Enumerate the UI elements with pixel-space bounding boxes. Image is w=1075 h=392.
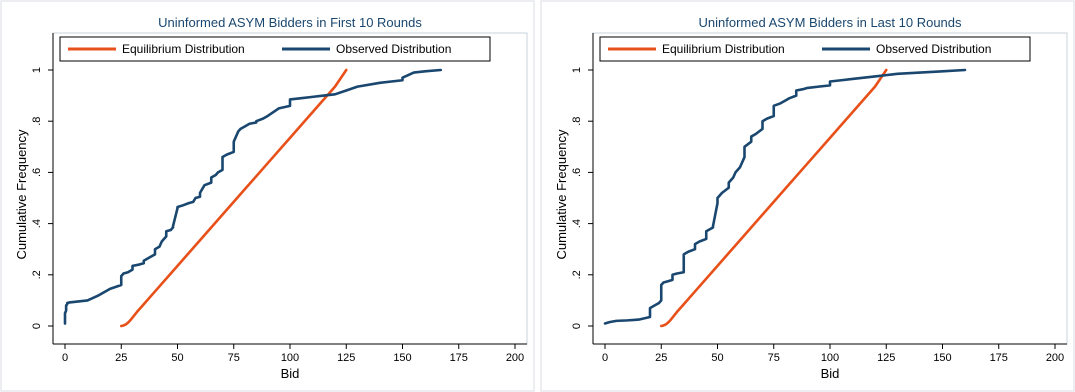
series-line-observed xyxy=(603,68,967,325)
y-tick-label: 1 xyxy=(571,67,583,73)
x-tick-label: 75 xyxy=(768,352,780,364)
y-tick-label: 1 xyxy=(31,67,43,73)
x-tick-label: 0 xyxy=(62,352,68,364)
x-tick-label: 125 xyxy=(877,352,895,364)
chart-panel-last-10-rounds: Uninformed ASYM Bidders in Last 10 Round… xyxy=(540,0,1075,392)
x-tick-label: 100 xyxy=(821,352,839,364)
legend-label-observed: Observed Distribution xyxy=(876,42,991,56)
x-tick-label: 50 xyxy=(711,352,723,364)
series-line-observed xyxy=(63,68,443,325)
chart-title: Uninformed ASYM Bidders in Last 10 Round… xyxy=(698,15,962,30)
legend-label-equilibrium: Equilibrium Distribution xyxy=(122,42,245,56)
y-tick-label: .8 xyxy=(31,117,43,126)
y-tick-label: 0 xyxy=(31,323,43,329)
y-axis-label: Cumulative Frequency xyxy=(14,129,29,260)
legend-box xyxy=(599,36,1031,62)
y-tick-label: .4 xyxy=(571,219,583,228)
x-tick-label: 125 xyxy=(337,352,355,364)
plot-area xyxy=(592,32,1068,345)
legend-box xyxy=(59,36,491,62)
x-tick-label: 50 xyxy=(171,352,183,364)
x-tick-label: 25 xyxy=(655,352,667,364)
chart-svg: Uninformed ASYM Bidders in Last 10 Round… xyxy=(540,0,1075,392)
y-tick-label: .6 xyxy=(31,168,43,177)
chart-title: Uninformed ASYM Bidders in First 10 Roun… xyxy=(158,15,422,30)
panel-divider xyxy=(535,0,540,392)
x-axis-label: Bid xyxy=(821,366,840,381)
plot-area xyxy=(52,32,528,345)
chart-panel-first-10-rounds: Uninformed ASYM Bidders in First 10 Roun… xyxy=(0,0,535,392)
x-tick-label: 200 xyxy=(506,352,524,364)
x-tick-label: 100 xyxy=(281,352,299,364)
x-tick-label: 25 xyxy=(115,352,127,364)
x-tick-label: 175 xyxy=(450,352,468,364)
y-tick-label: .6 xyxy=(571,168,583,177)
legend-label-equilibrium: Equilibrium Distribution xyxy=(662,42,785,56)
series-line-equilibrium xyxy=(659,68,888,328)
legend-label-observed: Observed Distribution xyxy=(336,42,451,56)
x-tick-label: 150 xyxy=(933,352,951,364)
x-tick-label: 200 xyxy=(1046,352,1064,364)
x-tick-label: 175 xyxy=(990,352,1008,364)
chart-svg: Uninformed ASYM Bidders in First 10 Roun… xyxy=(0,0,535,392)
x-tick-label: 75 xyxy=(228,352,240,364)
series-line-equilibrium xyxy=(119,68,348,328)
y-tick-label: 0 xyxy=(571,323,583,329)
x-axis-label: Bid xyxy=(281,366,300,381)
x-tick-label: 0 xyxy=(602,352,608,364)
y-tick-label: .8 xyxy=(571,117,583,126)
y-tick-label: .4 xyxy=(31,219,43,228)
x-tick-label: 150 xyxy=(393,352,411,364)
y-tick-label: .2 xyxy=(571,270,583,279)
y-tick-label: .2 xyxy=(31,270,43,279)
y-axis-label: Cumulative Frequency xyxy=(554,129,569,260)
